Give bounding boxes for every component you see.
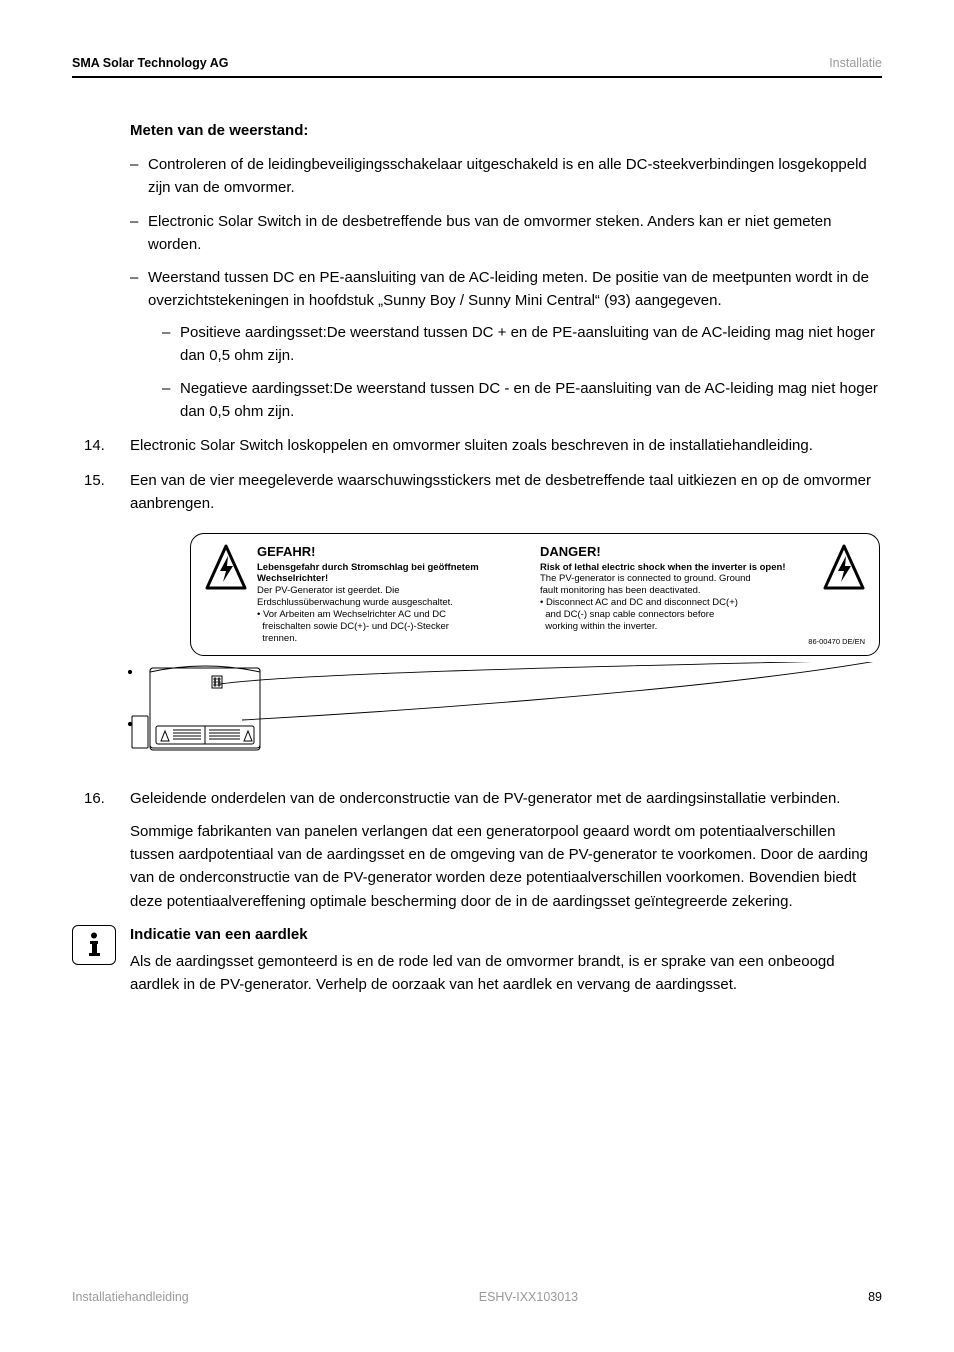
numbered-item-15: 15. Een van de vier meegeleverde waarsch…	[72, 469, 882, 516]
info-icon-box	[72, 925, 116, 965]
danger-triangle-icon	[205, 544, 247, 594]
warn-title-en: DANGER!	[540, 544, 813, 560]
page-header: SMA Solar Technology AG Installatie	[72, 56, 882, 70]
inverter-diagram-icon	[102, 662, 892, 754]
warn-bold-de: Lebensgefahr durch Stromschlag bei geöff…	[257, 562, 530, 586]
warning-figure: GEFAHR! Lebensgefahr durch Stromschlag b…	[130, 533, 882, 758]
warn-line: trennen.	[257, 633, 530, 645]
warn-line: working within the inverter.	[540, 621, 813, 633]
bullet-item: – Controleren of de leidingbeveiligingss…	[130, 153, 882, 200]
dash-icon: –	[130, 210, 148, 257]
header-company: SMA Solar Technology AG	[72, 56, 229, 70]
section-title: Meten van de weerstand:	[130, 122, 882, 139]
warn-line: The PV-generator is connected to ground.…	[540, 573, 813, 585]
numbered-item-14: 14. Electronic Solar Switch loskoppelen …	[72, 434, 882, 457]
header-section: Installatie	[829, 56, 882, 70]
info-body: Indicatie van een aardlek Als de aarding…	[130, 923, 882, 997]
dash-icon: –	[130, 153, 148, 200]
num-text: Geleidende onderdelen van de onderconstr…	[130, 787, 882, 810]
main-content: Meten van de weerstand: – Controleren of…	[72, 122, 882, 997]
bullet-text: Electronic Solar Switch in de desbetreff…	[148, 210, 882, 257]
warning-code: 86-00470 DE/EN	[808, 637, 865, 646]
warn-line: Erdschlussüberwachung wurde ausgeschalte…	[257, 597, 530, 609]
warn-line: and DC(-) snap cable connectors before	[540, 609, 813, 621]
info-text: Als de aardingsset gemonteerd is en de r…	[130, 950, 882, 997]
warn-line: • Vor Arbeiten am Wechselrichter AC und …	[257, 609, 530, 621]
bullet-text: Negatieve aardingsset:De weerstand tusse…	[180, 377, 882, 424]
info-block: Indicatie van een aardlek Als de aarding…	[72, 923, 882, 997]
page-footer: Installatiehandleiding ESHV-IXX103013 89	[72, 1290, 882, 1304]
num16-para2: Sommige fabrikanten van panelen verlange…	[130, 820, 882, 913]
dash-icon: –	[162, 321, 180, 368]
bullet-item: – Negatieve aardingsset:De weerstand tus…	[162, 377, 882, 424]
nested-list: – Positieve aardingsset:De weerstand tus…	[162, 321, 882, 424]
warn-line: fault monitoring has been deactivated.	[540, 585, 813, 597]
bullet-text: Positieve aardingsset:De weerstand tusse…	[180, 321, 882, 368]
warning-label: GEFAHR! Lebensgefahr durch Stromschlag b…	[190, 533, 880, 655]
danger-triangle-icon	[823, 544, 865, 594]
num-text: Een van de vier meegeleverde waarschuwin…	[130, 469, 882, 516]
warning-german: GEFAHR! Lebensgefahr durch Stromschlag b…	[257, 544, 530, 644]
num-label: 15.	[72, 469, 130, 516]
bullet-item: – Weerstand tussen DC en PE-aansluiting …	[130, 266, 882, 313]
warn-line: freischalten sowie DC(+)- und DC(-)-Stec…	[257, 621, 530, 633]
dash-icon: –	[162, 377, 180, 424]
header-rule	[72, 76, 882, 78]
warn-bold-en: Risk of lethal electric shock when the i…	[540, 562, 813, 574]
warn-line: Der PV-Generator ist geerdet. Die	[257, 585, 530, 597]
num-text: Electronic Solar Switch loskoppelen en o…	[130, 434, 882, 457]
bullet-text: Weerstand tussen DC en PE-aansluiting va…	[148, 266, 882, 313]
warn-line: • Disconnect AC and DC and disconnect DC…	[540, 597, 813, 609]
bullet-text: Controleren of de leidingbeveiligingssch…	[148, 153, 882, 200]
bullet-item: – Electronic Solar Switch in de desbetre…	[130, 210, 882, 257]
num-label: 16.	[72, 787, 130, 810]
numbered-item-16: 16. Geleidende onderdelen van de onderco…	[72, 787, 882, 810]
warn-title-de: GEFAHR!	[257, 544, 530, 560]
warning-english: DANGER! Risk of lethal electric shock wh…	[540, 544, 813, 633]
footer-doc-code: ESHV-IXX103013	[479, 1290, 578, 1304]
bullet-item: – Positieve aardingsset:De weerstand tus…	[162, 321, 882, 368]
info-title: Indicatie van een aardlek	[130, 923, 882, 946]
num-label: 14.	[72, 434, 130, 457]
info-icon	[84, 932, 104, 958]
footer-left: Installatiehandleiding	[72, 1290, 189, 1304]
dash-icon: –	[130, 266, 148, 313]
footer-page-number: 89	[868, 1290, 882, 1304]
